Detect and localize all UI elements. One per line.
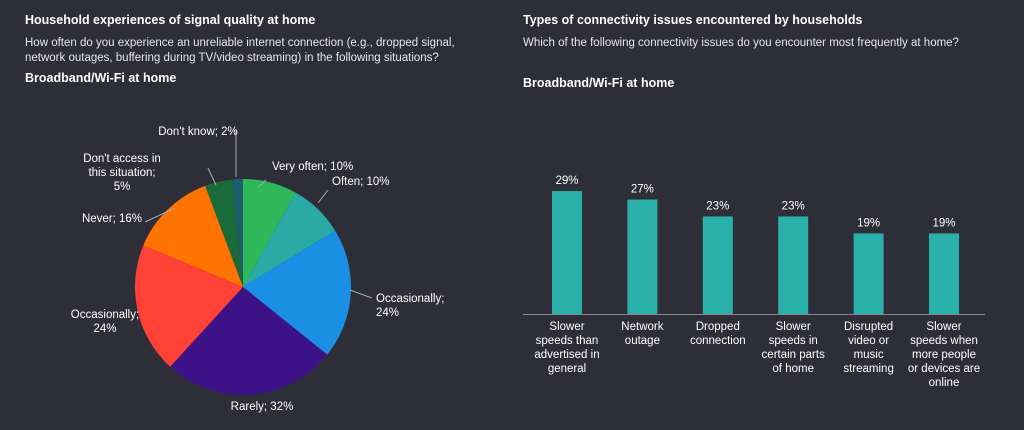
pie-label: Occasionally; 24% [71, 309, 139, 335]
pie-slice [135, 245, 243, 367]
leader-line [349, 289, 373, 299]
bar-category-label: Slower speeds when more people or devices a… [908, 321, 980, 389]
bar-value-label: 27% [631, 184, 654, 196]
bar [853, 233, 884, 314]
leader-line [317, 189, 329, 204]
pie-slice [243, 192, 336, 287]
left-subtitle: How often do you experience an unreliabl… [25, 37, 455, 64]
bar-value-label: 29% [555, 175, 578, 187]
leader-line [257, 179, 267, 188]
pie-label: Rarely; 32% [231, 401, 294, 413]
pie-slice [243, 230, 351, 355]
right-title: Types of connectivity issues encountered… [523, 13, 863, 27]
bar [627, 199, 658, 314]
leader-line [144, 207, 176, 223]
pie-label: Occasionally; 24% [376, 293, 444, 319]
bar-value-label: 19% [857, 217, 880, 229]
right-subtitle: Which of the following connectivity issu… [523, 37, 959, 49]
pie-label: Very often; 10% [272, 161, 353, 173]
bar-value-label: 23% [706, 200, 729, 212]
pie-slice [205, 179, 243, 287]
bar [778, 216, 809, 314]
bar-value-label: 23% [782, 200, 805, 212]
pie-label: Don't access in this situation; 5% [83, 153, 161, 193]
pie-slice [170, 287, 328, 395]
bar-value-label: 19% [932, 217, 955, 229]
bar-category-label: Slower speeds than advertised in general [534, 321, 599, 375]
left-section: Broadband/Wi-Fi at home [25, 71, 177, 85]
bar [702, 216, 733, 314]
bar-category-label: Network outage [621, 321, 663, 347]
pie-slice [243, 179, 296, 287]
leader-line [207, 167, 217, 186]
right-section: Broadband/Wi-Fi at home [523, 76, 675, 90]
bar [552, 191, 582, 314]
pie-label: Often; 10% [332, 176, 390, 188]
left-title: Household experiences of signal quality … [25, 13, 316, 27]
bar-category-label: Disrupted video or music streaming [843, 321, 894, 375]
bar-category-label: Slower speeds in certain parts of home [762, 321, 826, 375]
bar-category-label: Dropped connection [690, 321, 746, 347]
bar [929, 233, 959, 314]
pie-slice [231, 179, 243, 287]
pie-label: Never; 16% [82, 213, 142, 225]
pie-label: Don't know; 2% [158, 126, 238, 138]
